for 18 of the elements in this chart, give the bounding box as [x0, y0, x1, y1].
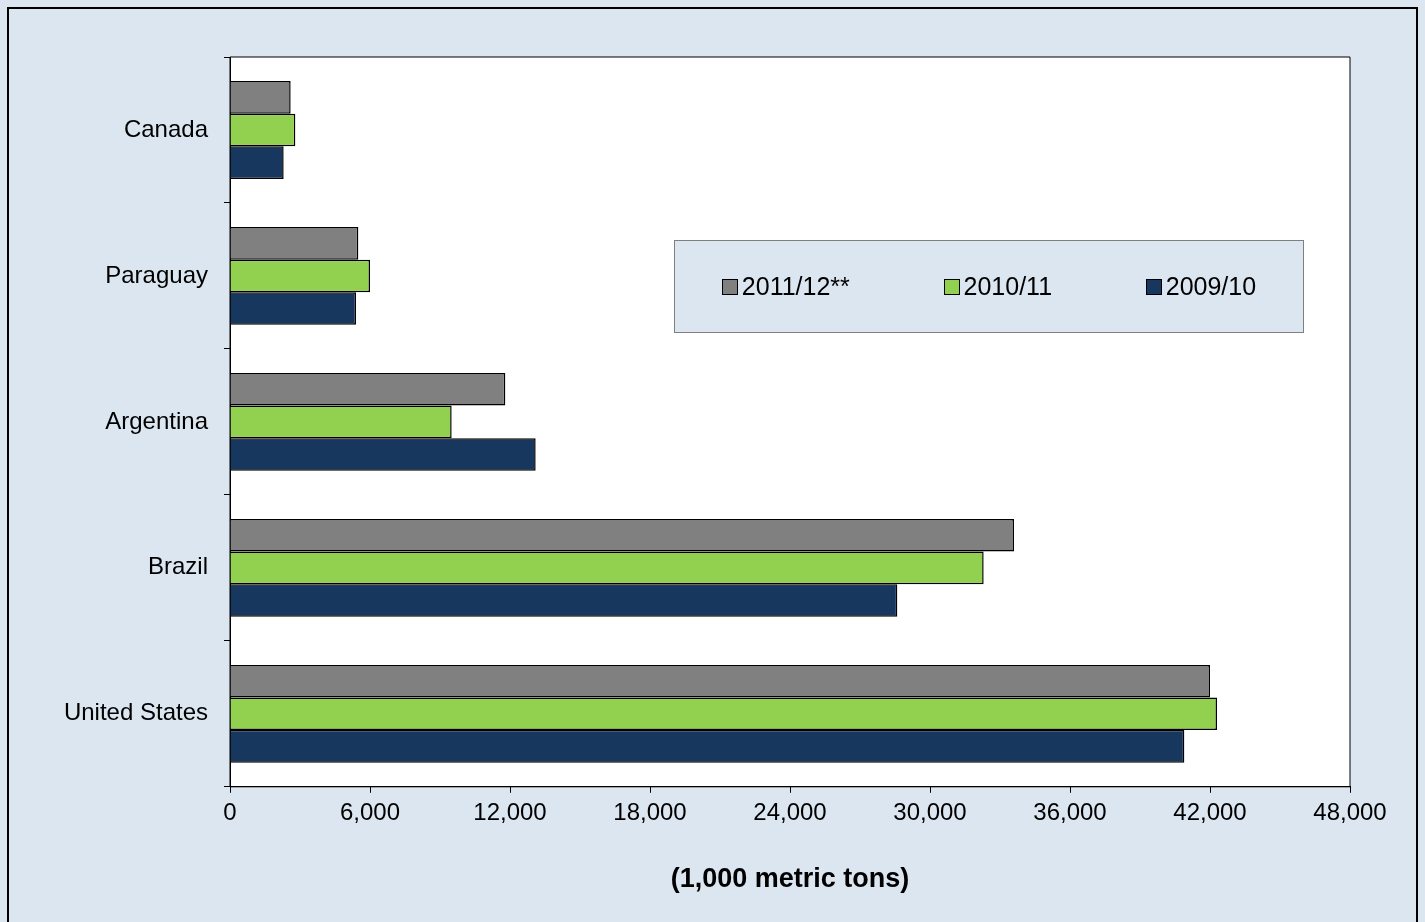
- y-tick-label: United States: [63, 698, 208, 726]
- x-tick-label: 18,000: [613, 797, 687, 825]
- x-tick-label: 0: [223, 797, 237, 825]
- x-tick-label: 30,000: [893, 797, 967, 825]
- x-tick-label: 36,000: [1033, 797, 1107, 825]
- legend-label: 2011/12**: [741, 272, 850, 301]
- legend-label: 2010/11: [963, 272, 1053, 301]
- x-tick-label: 6,000: [339, 797, 401, 825]
- x-tick-label: 42,000: [1173, 797, 1247, 825]
- y-tick-label: Paraguay: [105, 260, 208, 288]
- y-tick-label: Canada: [123, 114, 209, 142]
- x-tick-label: 12,000: [473, 797, 547, 825]
- y-tick-label: Argentina: [105, 406, 209, 434]
- x-tick-label: 48,000: [1313, 797, 1387, 825]
- x-tick-label: 24,000: [753, 797, 827, 825]
- y-tick-label: Brazil: [147, 552, 208, 580]
- legend-label: 2009/10: [1165, 272, 1257, 301]
- x-axis-title: (1,000 metric tons): [670, 863, 910, 894]
